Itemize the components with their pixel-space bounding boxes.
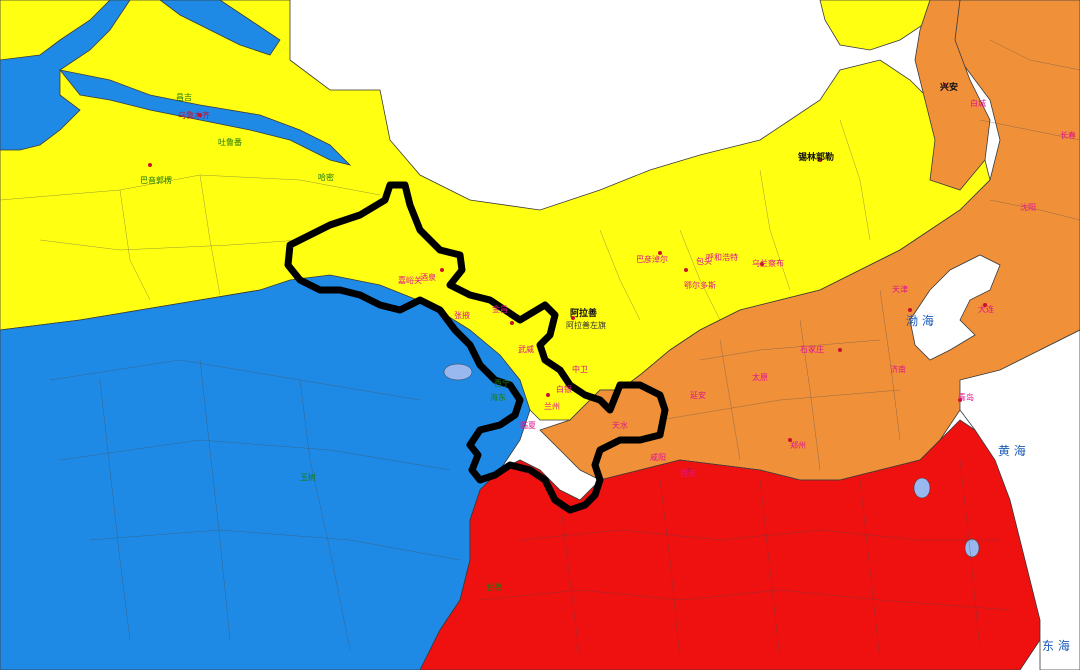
label-bayan: 巴彦淖尔 bbox=[636, 254, 668, 264]
region-red-south bbox=[419, 419, 1041, 670]
label-shenyang: 沈阳 bbox=[1020, 202, 1036, 212]
label-qingdao: 青岛 bbox=[958, 392, 974, 402]
label-zhangye: 张掖 bbox=[454, 310, 470, 320]
label-yanan: 延安 bbox=[690, 390, 706, 400]
region-orange-northeast bbox=[914, 0, 991, 191]
label-jinchang: 金昌 bbox=[492, 304, 508, 314]
region-blue-northtip bbox=[159, 0, 281, 56]
label-baicheng: 白城 bbox=[970, 98, 986, 108]
label-hami: 哈密 bbox=[318, 172, 334, 182]
label-linxia: 临夏 bbox=[520, 420, 536, 430]
subdivision-lines bbox=[0, 39, 1080, 661]
region-blue-river bbox=[59, 69, 352, 166]
hongze-lake bbox=[913, 477, 931, 499]
label-xining: 西宁 bbox=[494, 378, 510, 388]
label-changji: 昌吉 bbox=[176, 93, 192, 102]
region-blue-tibet bbox=[0, 274, 531, 670]
tai-lake bbox=[964, 538, 980, 558]
label-tianjin: 天津 bbox=[892, 284, 908, 294]
label-haidong: 海东 bbox=[490, 392, 506, 402]
label-eerduo: 鄂尔多斯 bbox=[684, 280, 716, 290]
bohai-sea bbox=[909, 254, 1001, 361]
label-bayin: 巴音郭楞 bbox=[140, 175, 172, 185]
label-sea-bohai: 渤 海 bbox=[906, 313, 934, 328]
label-turpan: 吐鲁番 bbox=[218, 137, 242, 147]
place-labels: 阿拉善 阿拉善左旗 锡林郭勒 兴安 包头 呼和浩特 乌兰察布 鄂尔多斯 巴彦淖尔… bbox=[140, 81, 1076, 653]
label-xianyang: 咸阳 bbox=[650, 452, 666, 462]
highlight-outline bbox=[284, 181, 669, 514]
label-yushu: 玉树 bbox=[300, 472, 316, 482]
label-lanzhou: 兰州 bbox=[544, 401, 560, 411]
label-baotou: 包头 bbox=[696, 256, 712, 266]
label-zhongwei: 中卫 bbox=[572, 364, 588, 374]
region-blue-northwest bbox=[0, 0, 131, 151]
label-tianshui: 天水 bbox=[612, 420, 628, 430]
label-baiyin: 白银 bbox=[556, 384, 572, 394]
label-changchun: 长春 bbox=[1060, 130, 1076, 140]
label-shijia: 石家庄 bbox=[800, 344, 824, 354]
label-sea-donghai: 东 海 bbox=[1042, 638, 1070, 653]
label-taiyuan: 太原 bbox=[752, 372, 768, 382]
label-zhengzhou: 郑州 bbox=[790, 440, 806, 450]
qinghai-lake bbox=[443, 363, 473, 381]
label-jiuquan: 酒泉 bbox=[420, 272, 436, 282]
label-jinan: 济南 bbox=[890, 364, 906, 374]
label-ala: 阿拉善 bbox=[570, 307, 597, 319]
label-huhe: 呼和浩特 bbox=[706, 252, 738, 262]
label-xingan: 兴安 bbox=[940, 81, 958, 93]
label-alazuo: 阿拉善左旗 bbox=[566, 320, 606, 330]
label-xian: 西安 bbox=[680, 468, 696, 478]
label-wulan: 乌兰察布 bbox=[752, 258, 784, 268]
label-sea-huanghai: 黄 海 bbox=[998, 443, 1026, 458]
label-xilin: 锡林郭勒 bbox=[798, 151, 834, 163]
label-dalian: 大连 bbox=[978, 304, 994, 314]
yellow-sea bbox=[959, 329, 1080, 670]
label-wuwei: 武威 bbox=[518, 344, 534, 354]
label-urumqi: 乌鲁木齐 bbox=[178, 110, 210, 120]
city-dots bbox=[148, 83, 987, 472]
label-jiayu: 嘉峪关 bbox=[398, 275, 422, 285]
label-ganzi: 甘孜 bbox=[486, 582, 502, 592]
